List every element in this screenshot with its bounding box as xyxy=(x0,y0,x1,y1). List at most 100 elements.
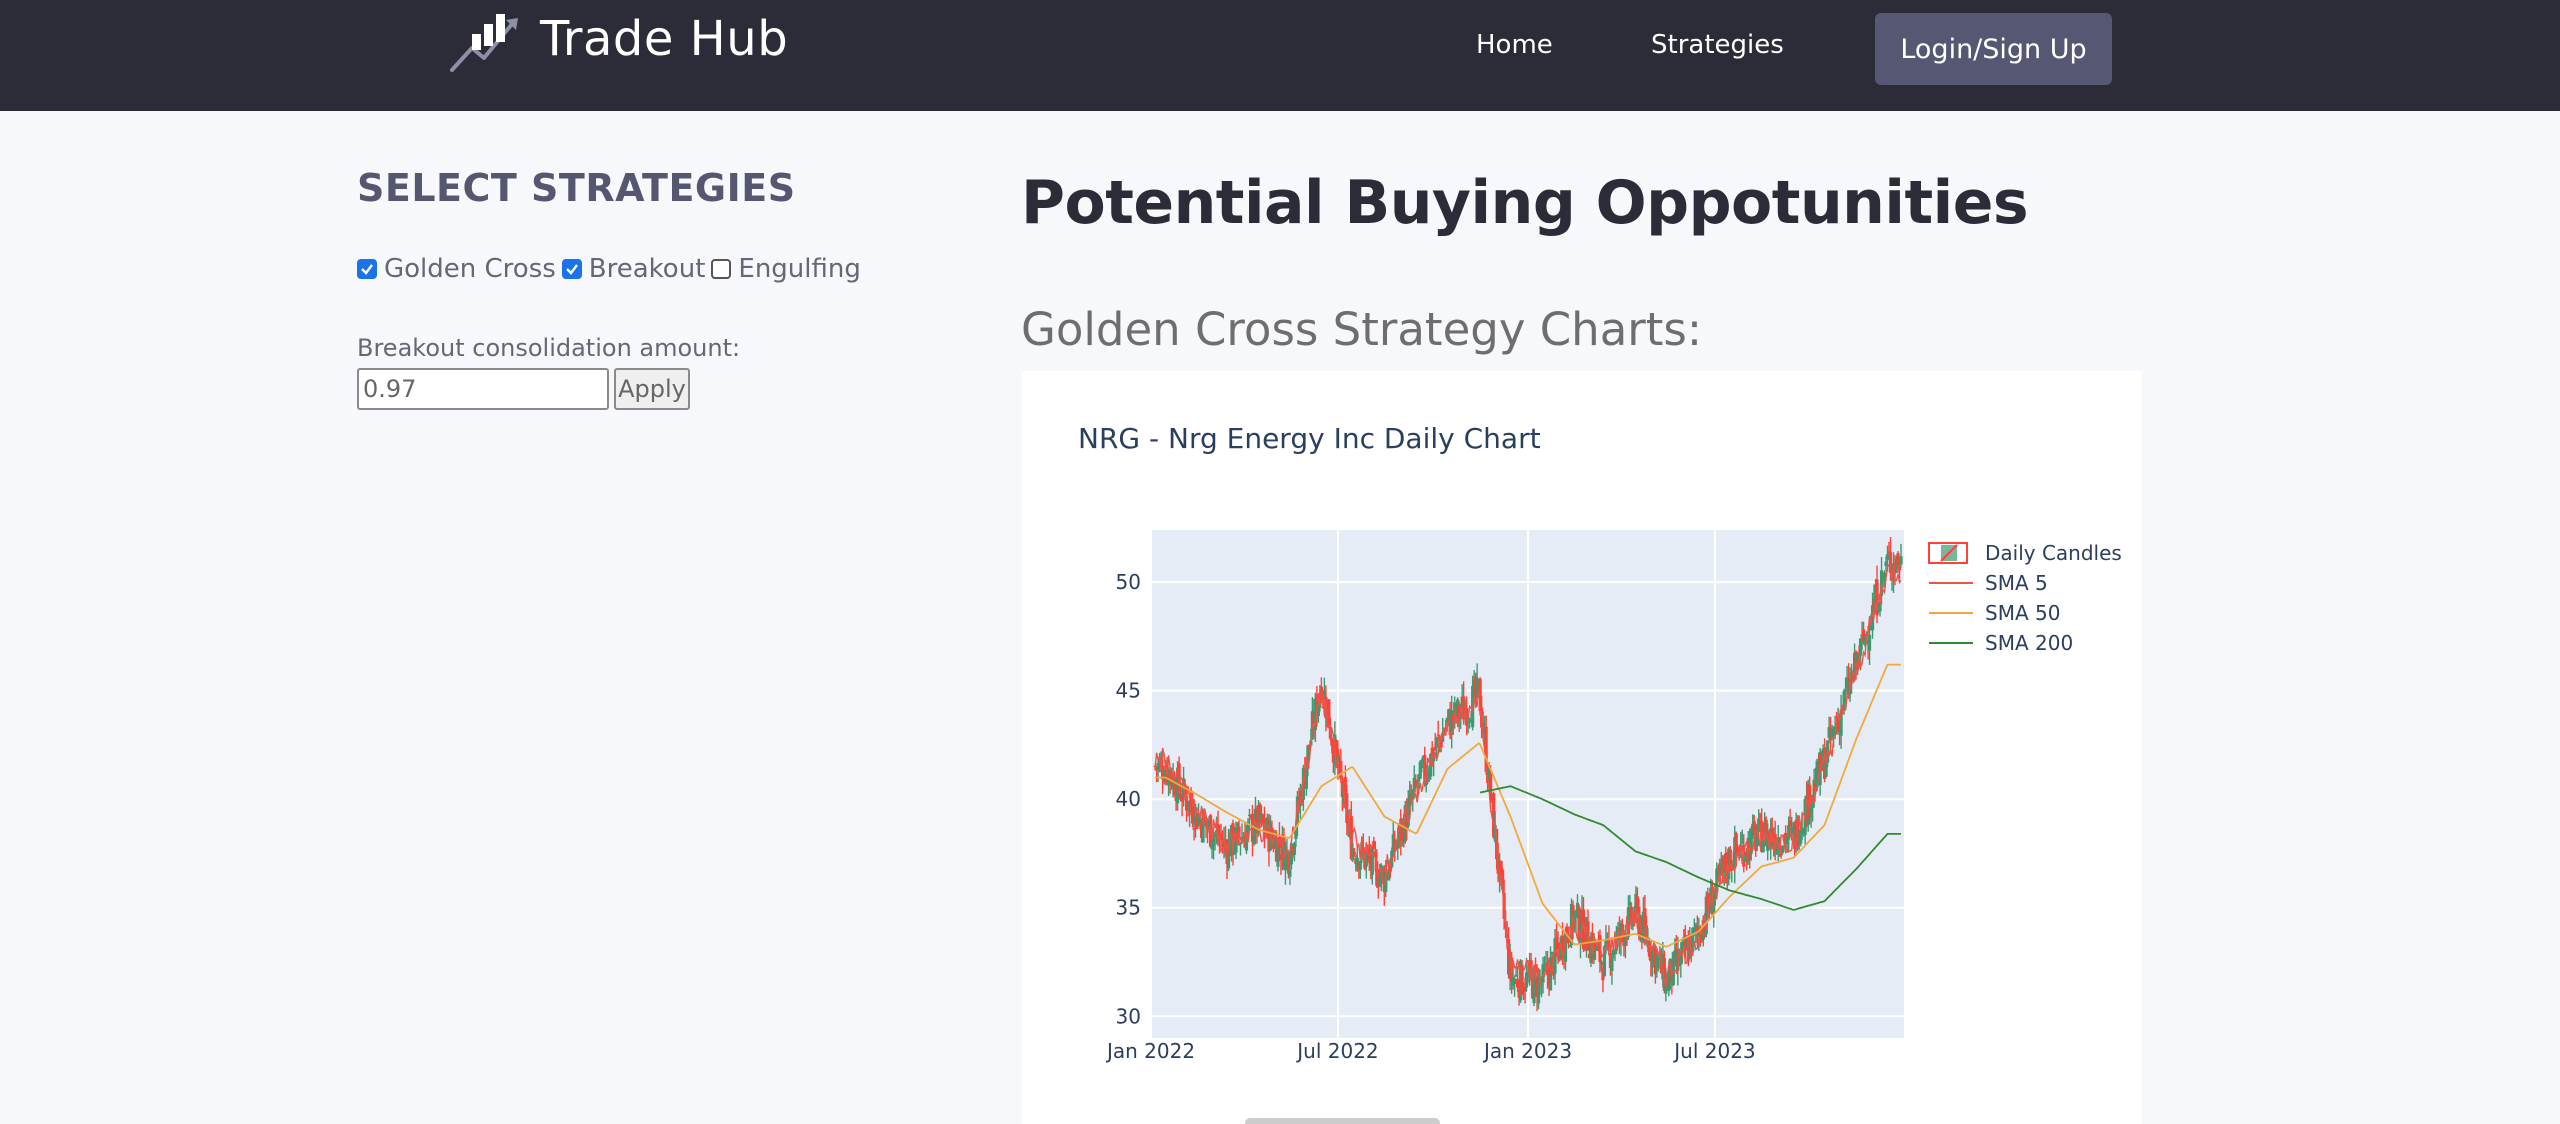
candle-body xyxy=(1743,855,1747,861)
candle-body xyxy=(1647,942,1651,957)
candle-body xyxy=(1420,765,1424,769)
candle-body xyxy=(1524,972,1529,988)
candle-body xyxy=(1184,796,1189,811)
candle-body xyxy=(1219,833,1223,840)
candle-body xyxy=(1861,629,1866,642)
candle-body xyxy=(1899,556,1903,565)
candle-body xyxy=(1223,839,1228,846)
candle-body xyxy=(1785,838,1789,844)
candle-body xyxy=(1737,857,1741,859)
candle-body xyxy=(1712,900,1716,915)
candle-body xyxy=(1414,781,1418,786)
y-tick-label: 35 xyxy=(1116,896,1141,920)
candle-body xyxy=(1307,744,1311,749)
breakout-checkbox[interactable] xyxy=(561,259,582,279)
candle-body xyxy=(1701,920,1705,940)
candle-body xyxy=(1878,601,1882,612)
navbar: Trade Hub Home Strategies Login/Sign Up xyxy=(0,0,2560,111)
candle-body xyxy=(1520,964,1524,995)
candle-body xyxy=(1811,795,1815,809)
y-tick-label: 30 xyxy=(1116,1004,1141,1028)
candle-body xyxy=(1556,942,1560,949)
candle-body xyxy=(1364,854,1368,867)
engulfing-checkbox[interactable] xyxy=(711,259,732,279)
candle-body xyxy=(1396,839,1400,849)
candle-body xyxy=(1876,611,1881,613)
candle-body xyxy=(1322,690,1326,700)
apply-button[interactable]: Apply xyxy=(614,368,690,410)
candle-body xyxy=(1770,828,1774,844)
candle-body xyxy=(1809,806,1813,814)
candle-body xyxy=(1436,734,1440,736)
candle-body xyxy=(1279,854,1283,860)
candle-body xyxy=(1352,851,1356,855)
sma-line-sma200 xyxy=(1479,785,1901,911)
candle-body xyxy=(1578,937,1583,944)
candle-body xyxy=(1888,552,1893,573)
candle-body xyxy=(1781,846,1785,853)
candle-body xyxy=(1724,853,1728,872)
candle-body xyxy=(1286,852,1291,874)
chart-title: NRG - Nrg Energy Inc Daily Chart xyxy=(1078,422,1541,455)
candle-body xyxy=(1306,745,1310,769)
candle-body xyxy=(1462,696,1466,720)
candle-body xyxy=(1628,901,1632,906)
candle-body xyxy=(1327,699,1331,728)
candle-body xyxy=(1851,675,1855,678)
candle-body xyxy=(1478,678,1482,711)
x-tick-label: Jan 2023 xyxy=(1482,1039,1572,1063)
candle-body xyxy=(1247,814,1252,816)
candle-body xyxy=(1304,766,1309,789)
candle-body xyxy=(1276,838,1280,867)
candle-body xyxy=(1372,840,1376,849)
candle-body xyxy=(1788,820,1792,826)
page-title: Potential Buying Oppotunities xyxy=(1021,168,2029,238)
candle-body xyxy=(1343,776,1347,796)
price-chart[interactable]: 30 35 40 45 50 Jan 2022 Jul 2022 Jan 2023 Jul 20… xyxy=(1022,371,2142,1124)
candle-body xyxy=(1885,554,1890,560)
candle-body xyxy=(1671,952,1675,985)
candle-body xyxy=(1445,718,1449,723)
candle-body xyxy=(1330,739,1334,746)
candle-body xyxy=(1656,957,1660,961)
nav-strategies-link[interactable]: Strategies xyxy=(1651,30,1784,60)
candle-body xyxy=(1839,709,1843,736)
candle-body xyxy=(1216,824,1220,840)
candle-body xyxy=(1234,826,1238,853)
candle-body xyxy=(1541,964,1545,983)
golden-cross-checkbox[interactable] xyxy=(357,259,377,279)
candle-body xyxy=(1553,938,1557,974)
candle-body xyxy=(1691,927,1695,952)
candle-body xyxy=(1211,835,1216,846)
candle-body xyxy=(1252,835,1256,844)
candle-body xyxy=(1210,844,1214,850)
consolidation-amount-input[interactable] xyxy=(357,368,609,410)
nav-home-link[interactable]: Home xyxy=(1476,30,1553,60)
candle-body xyxy=(1863,635,1867,645)
breakout-label: Breakout xyxy=(588,254,706,284)
chart-logo-icon xyxy=(450,14,518,72)
candle-body xyxy=(1334,740,1338,753)
legend-label: SMA 200 xyxy=(1985,631,2073,655)
legend-label: SMA 5 xyxy=(1985,571,2048,595)
candle-body xyxy=(1238,843,1243,845)
golden-cross-label: Golden Cross xyxy=(384,254,556,284)
candle-body xyxy=(1532,967,1536,1004)
candle-body xyxy=(1713,888,1717,900)
candle-body xyxy=(1662,958,1666,991)
candle-body xyxy=(1632,914,1637,920)
legend-label: SMA 50 xyxy=(1985,601,2060,625)
candle-body xyxy=(1381,869,1385,872)
candle-body xyxy=(1779,854,1783,856)
scroll-handle[interactable] xyxy=(1245,1118,1440,1124)
candle-body xyxy=(1506,939,1511,975)
login-signup-button[interactable]: Login/Sign Up xyxy=(1875,13,2112,85)
candle-body xyxy=(1433,746,1437,750)
candle-body xyxy=(1761,841,1765,853)
candle-body xyxy=(1244,830,1249,851)
candle-body xyxy=(1602,946,1607,977)
candle-body xyxy=(1679,951,1683,965)
candle-body xyxy=(1173,778,1177,796)
brand[interactable]: Trade Hub xyxy=(450,4,788,74)
sidebar-title: SELECT STRATEGIES xyxy=(357,166,796,210)
